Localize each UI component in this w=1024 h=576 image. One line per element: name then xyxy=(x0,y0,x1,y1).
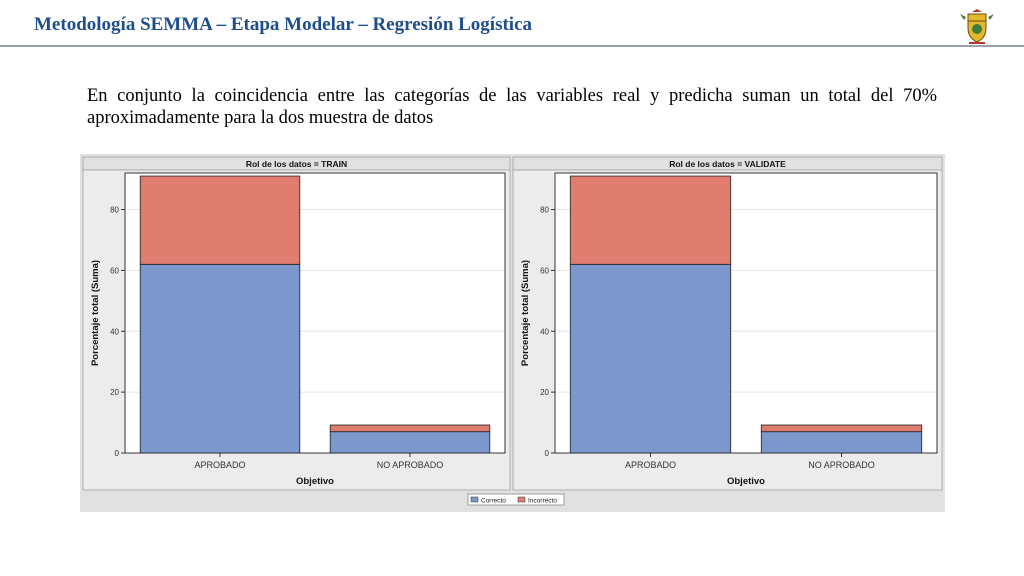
y-tick-label: 80 xyxy=(540,206,549,215)
bar-incorrecto xyxy=(760,424,923,433)
panel-title: Rol de los datos = TRAIN xyxy=(246,159,347,169)
bar-incorrecto xyxy=(329,424,491,433)
stacked-bar-chart: Rol de los datos = TRAIN 0 20 40 60 80 APROBAD… xyxy=(82,156,943,506)
y-tick-label: 60 xyxy=(540,266,549,275)
legend-swatch-incorrecto xyxy=(517,496,526,503)
y-axis-title: Porcentaje total (Suma) xyxy=(520,260,531,366)
bar-correcto xyxy=(760,431,923,454)
bar-correcto xyxy=(569,263,732,454)
slide-title: Metodología SEMMA – Etapa Modelar – Regr… xyxy=(34,14,533,35)
title-divider xyxy=(0,45,1024,47)
y-tick-label: 20 xyxy=(540,388,549,397)
y-tick-label: 40 xyxy=(540,327,549,336)
legend-label-correcto: Correcto xyxy=(481,498,506,505)
y-tick-label: 0 xyxy=(545,449,550,458)
x-tick-label: NO APROBADO xyxy=(377,460,444,470)
y-tick-label: 80 xyxy=(110,206,119,215)
legend-swatch-correcto xyxy=(470,496,479,503)
x-axis-title: Objetivo xyxy=(296,476,334,487)
y-tick-label: 40 xyxy=(110,327,119,336)
bar-correcto xyxy=(329,431,491,454)
legend-label-incorrecto: Incorrecto xyxy=(528,498,557,505)
university-crest-icon xyxy=(958,8,996,46)
y-tick-label: 0 xyxy=(115,449,120,458)
bar-incorrecto xyxy=(139,175,301,265)
panel-title: Rol de los datos = VALIDATE xyxy=(669,159,786,169)
y-tick-label: 20 xyxy=(110,388,119,397)
bar-incorrecto xyxy=(569,175,732,265)
x-tick-label: NO APROBADO xyxy=(808,460,875,470)
summary-paragraph: En conjunto la coincidencia entre las ca… xyxy=(87,86,937,128)
bar-correcto xyxy=(139,263,301,454)
x-tick-label: APROBADO xyxy=(194,460,245,470)
y-axis-title: Porcentaje total (Suma) xyxy=(90,260,101,366)
chart-figure: Rol de los datos = TRAIN 0 20 40 60 80 APROBAD… xyxy=(80,154,945,512)
y-tick-label: 60 xyxy=(110,266,119,275)
x-tick-label: APROBADO xyxy=(625,460,676,470)
legend-box xyxy=(467,493,565,506)
x-axis-title: Objetivo xyxy=(727,476,765,487)
